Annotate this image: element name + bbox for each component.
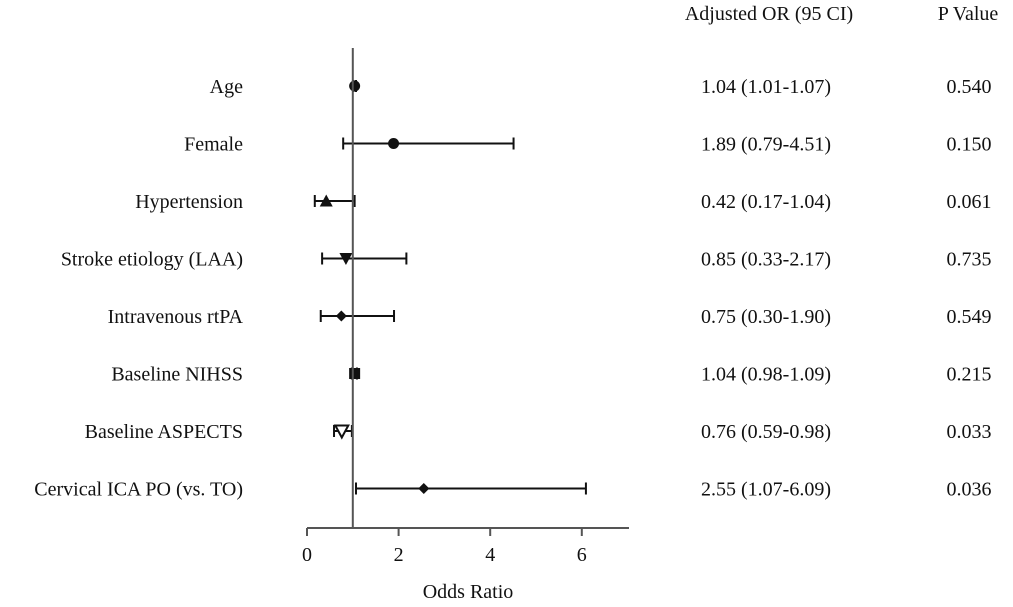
row-label: Stroke etiology (LAA) bbox=[61, 249, 243, 271]
p-value-cell: 0.033 bbox=[947, 421, 992, 443]
point-estimate bbox=[349, 80, 361, 92]
point-estimate bbox=[349, 368, 361, 379]
row-label: Female bbox=[184, 134, 243, 156]
x-tick-label: 0 bbox=[302, 544, 312, 566]
p-value-cell: 0.735 bbox=[947, 249, 992, 271]
point-estimate bbox=[418, 483, 430, 494]
forest-row: Intravenous rtPA 0.75 (0.30-1.90) 0.549 bbox=[108, 306, 992, 328]
x-tick-label: 2 bbox=[394, 544, 404, 566]
or-ci-cell: 0.42 (0.17-1.04) bbox=[701, 191, 831, 213]
p-value-cell: 0.549 bbox=[947, 306, 992, 328]
row-label: Age bbox=[210, 76, 243, 98]
or-ci-cell: 0.85 (0.33-2.17) bbox=[701, 249, 831, 271]
point-estimate bbox=[339, 253, 353, 265]
or-ci-cell: 0.75 (0.30-1.90) bbox=[701, 306, 831, 328]
x-tick-label: 4 bbox=[485, 544, 495, 566]
forest-row: Stroke etiology (LAA) 0.85 (0.33-2.17) 0.7… bbox=[61, 249, 992, 271]
point-estimate bbox=[335, 310, 347, 322]
x-axis: 0 2 4 6 bbox=[302, 48, 629, 566]
row-label: Hypertension bbox=[135, 191, 243, 213]
forest-row: Baseline NIHSS 1.04 (0.98-1.09) 0.215 bbox=[111, 364, 991, 386]
row-label: Cervical ICA PO (vs. TO) bbox=[34, 479, 243, 501]
point-estimate bbox=[388, 138, 400, 149]
rows: Age 1.04 (1.01-1.07) 0.540 Female 1.89 (0.79… bbox=[34, 76, 991, 501]
p-value-cell: 0.215 bbox=[947, 364, 992, 386]
or-ci-cell: 1.04 (1.01-1.07) bbox=[701, 76, 831, 98]
or-ci-cell: 0.76 (0.59-0.98) bbox=[701, 421, 831, 443]
or-ci-cell: 1.89 (0.79-4.51) bbox=[701, 134, 831, 156]
forest-row: Female 1.89 (0.79-4.51) 0.150 bbox=[184, 134, 991, 156]
or-ci-cell: 2.55 (1.07-6.09) bbox=[701, 479, 831, 501]
p-column-header: P Value bbox=[938, 3, 999, 25]
or-column-header: Adjusted OR (95 CI) bbox=[685, 3, 853, 25]
row-label: Intravenous rtPA bbox=[108, 306, 244, 328]
p-value-cell: 0.540 bbox=[947, 76, 992, 98]
row-label: Baseline NIHSS bbox=[111, 364, 243, 386]
p-value-cell: 0.036 bbox=[947, 479, 992, 501]
x-axis-title: Odds Ratio bbox=[423, 581, 514, 603]
p-value-cell: 0.150 bbox=[947, 134, 992, 156]
forest-row: Cervical ICA PO (vs. TO) 2.55 (1.07-6.09)… bbox=[34, 479, 991, 501]
row-label: Baseline ASPECTS bbox=[85, 421, 243, 443]
p-value-cell: 0.061 bbox=[947, 191, 992, 213]
x-tick-label: 6 bbox=[577, 544, 587, 566]
point-estimate bbox=[333, 424, 350, 440]
forest-row: Hypertension 0.42 (0.17-1.04) 0.061 bbox=[135, 191, 991, 213]
forest-row: Baseline ASPECTS 0.76 (0.59-0.98) 0.033 bbox=[85, 421, 992, 443]
forest-row: Age 1.04 (1.01-1.07) 0.540 bbox=[210, 76, 992, 98]
point-estimate bbox=[319, 194, 333, 207]
or-ci-cell: 1.04 (0.98-1.09) bbox=[701, 364, 831, 386]
